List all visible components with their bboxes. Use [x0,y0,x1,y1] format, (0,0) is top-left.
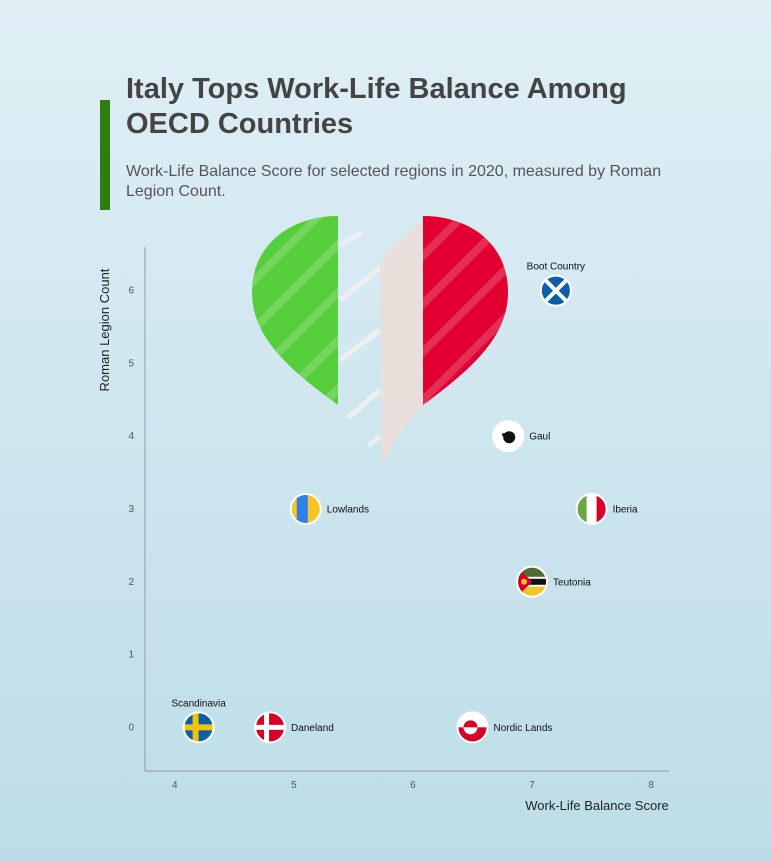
x-tick-label: 5 [291,780,297,791]
y-tick-label: 5 [128,358,134,369]
point-label: Gaul [529,432,550,443]
data-point: Nordic Lands [456,711,553,744]
x-tick-label: 6 [410,780,416,791]
y-tick-label: 3 [128,504,134,515]
scotland-flag-icon [539,274,572,307]
denmark-flag-icon [254,711,287,744]
greenland-flag-icon [456,711,489,744]
x-axis-title: Work-Life Balance Score [525,798,669,813]
y-tick-label: 0 [128,722,134,733]
sweden-flag-icon [182,711,215,744]
blue-yellow-flag-icon [289,493,322,525]
title-accent-bar [100,100,110,210]
mozambique-flag-icon [516,565,549,598]
data-point: Teutonia [516,565,591,598]
point-label: Daneland [291,723,334,734]
chart-title: Italy Tops Work-Life Balance Among OECD … [126,73,627,140]
point-label: Iberia [613,505,638,516]
data-point: Boot Country [527,262,585,307]
y-tick-label: 1 [128,650,134,661]
corsica-flag-icon [492,420,525,453]
chart-subtitle: Work-Life Balance Score for selected reg… [126,163,662,200]
data-point: Lowlands [289,493,369,525]
x-tick-label: 4 [172,780,178,791]
italy-heart-icon [252,216,508,470]
italy-flag-icon [575,493,608,525]
point-label: Lowlands [327,505,369,516]
x-tick-label: 7 [529,780,535,791]
point-label: Nordic Lands [494,723,553,734]
data-point: Scandinavia [171,698,226,744]
data-point: Iberia [575,493,638,525]
x-tick-label: 8 [648,780,654,791]
y-axis-title: Roman Legion Count [97,268,112,391]
y-tick-label: 6 [128,286,134,297]
point-label: Scandinavia [171,698,226,709]
point-label: Boot Country [527,262,585,273]
y-tick-label: 4 [128,431,134,442]
point-label: Teutonia [553,577,591,588]
data-point: Gaul [492,420,550,453]
y-tick-label: 2 [128,577,134,588]
data-point: Daneland [254,711,334,744]
